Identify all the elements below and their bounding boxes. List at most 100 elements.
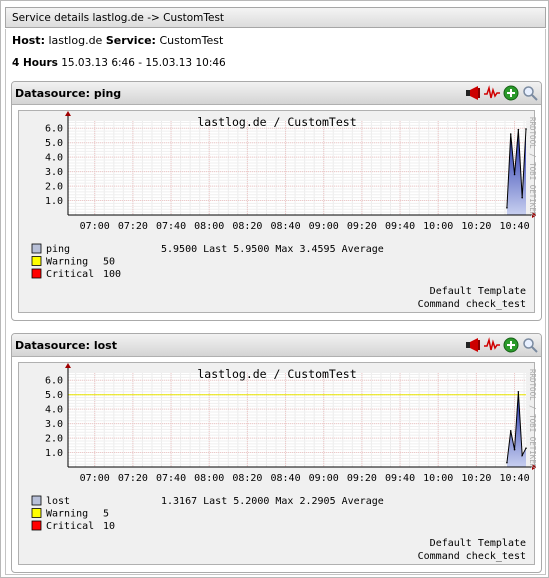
x-tick-label: 07:40	[156, 473, 186, 484]
y-axis-arrow	[65, 363, 71, 368]
x-tick-label: 10:00	[423, 221, 453, 232]
datasource-name: lost	[93, 339, 117, 352]
graph-footer-template: Default Template	[430, 286, 526, 297]
rrd-graph[interactable]: 07:00 07:20 07:40 08:00 08:20 08:40 09:00 09:20…	[18, 362, 536, 565]
legend-values: 50	[103, 257, 115, 268]
y-tick-label: 1.0	[45, 448, 63, 459]
time-range-line: 4 Hours 15.03.13 6:46 - 15.03.13 10:46	[12, 57, 226, 69]
x-tick-label: 10:20	[461, 221, 491, 232]
series-line	[506, 391, 527, 463]
y-tick-label: 5.0	[45, 390, 63, 401]
zoom-in-icon[interactable]	[503, 85, 519, 101]
panel-header: Datasource: lost	[12, 334, 541, 357]
rrd-graph[interactable]: 07:00 07:20 07:40 08:00 08:20 08:40 09:00 09:20…	[18, 110, 536, 313]
legend-swatch	[31, 256, 42, 266]
y-tick-label: 5.0	[45, 138, 63, 149]
legend-swatch	[31, 520, 42, 531]
panel-icons	[465, 85, 538, 101]
panel-header: Datasource: ping	[12, 82, 541, 105]
legend-name: ping	[46, 244, 70, 255]
y-tick-label: 2.0	[45, 182, 63, 193]
y-tick-label: 6.0	[45, 376, 63, 387]
panel-icons	[465, 337, 538, 353]
x-tick-label: 10:00	[423, 473, 453, 484]
graph-title: lastlog.de / CustomTest	[197, 367, 356, 381]
x-tick-label: 09:40	[385, 221, 415, 232]
x-tick-label: 09:20	[347, 221, 377, 232]
graph-icon[interactable]	[484, 337, 500, 353]
legend-swatch	[31, 495, 42, 506]
data-point	[513, 173, 516, 176]
y-tick-label: 1.0	[45, 196, 63, 207]
x-tick-label: 09:00	[309, 473, 339, 484]
datasource-name: ping	[93, 87, 122, 100]
x-tick-label: 09:00	[309, 221, 339, 232]
host-label: Host:	[12, 34, 45, 47]
data-point	[509, 133, 512, 135]
x-tick-label: 07:00	[80, 473, 110, 484]
x-tick-label: 07:00	[80, 221, 110, 232]
rrdtool-credit: RRDTOOL / TOBI OETIKER	[528, 369, 536, 469]
y-tick-label: 4.0	[45, 153, 63, 164]
search-icon[interactable]	[522, 337, 538, 353]
legend-name: lost	[46, 496, 70, 507]
x-tick-label: 09:20	[347, 473, 377, 484]
host-value: lastlog.de	[48, 34, 103, 47]
graph-icon[interactable]	[484, 85, 500, 101]
content-area: Host: lastlog.de Service: CustomTest 4 H…	[5, 29, 546, 575]
y-axis-arrow	[65, 111, 71, 116]
x-axis-arrow	[532, 212, 536, 218]
search-icon[interactable]	[522, 85, 538, 101]
host-line: Host: lastlog.de Service: CustomTest	[12, 34, 223, 47]
graph-svg: 07:00 07:20 07:40 08:00 08:20 08:40 09:00 09:20…	[31, 111, 536, 310]
data-point	[517, 128, 520, 131]
data-point	[525, 128, 527, 130]
datasource-panel-lost: Datasource: lost 07:00 07:20 07:40 08:00 08:…	[11, 333, 542, 573]
graph-footer-command: Command check_test	[418, 299, 526, 310]
x-tick-label: 08:40	[270, 221, 300, 232]
data-point	[525, 447, 527, 449]
x-tick-label: 10:20	[461, 473, 491, 484]
legend-name: Warning	[46, 509, 88, 520]
range-span: 15.03.13 6:46 - 15.03.13 10:46	[61, 57, 226, 69]
series-area	[506, 391, 526, 467]
zoom-in-icon[interactable]	[503, 337, 519, 353]
legend-name: Warning	[46, 257, 88, 268]
service-value: CustomTest	[159, 34, 224, 47]
legend-values: 10	[103, 521, 115, 532]
y-tick-label: 3.0	[45, 167, 63, 178]
graph-footer-command: Command check_test	[418, 551, 526, 562]
x-tick-label: 07:40	[156, 221, 186, 232]
data-point	[509, 430, 512, 432]
range-label: 4 Hours	[12, 57, 58, 69]
graph-svg: 07:00 07:20 07:40 08:00 08:20 08:40 09:00 09:20…	[31, 363, 536, 562]
legend-values: 100	[103, 269, 121, 280]
series-area	[506, 128, 526, 215]
x-axis-arrow	[532, 464, 536, 470]
data-point	[521, 196, 523, 199]
legend-name: Critical	[46, 521, 94, 532]
y-tick-label: 2.0	[45, 434, 63, 445]
data-point	[506, 461, 508, 464]
x-tick-label: 10:40	[499, 221, 529, 232]
y-tick-label: 4.0	[45, 405, 63, 416]
alarm-icon[interactable]	[465, 85, 481, 101]
y-tick-label: 6.0	[45, 124, 63, 135]
legend-swatch	[31, 268, 42, 279]
x-tick-label: 08:00	[194, 473, 224, 484]
datasource-panel-ping: Datasource: ping 07:00 07:20 07:40 08:00 08:…	[11, 81, 542, 321]
y-tick-label: 3.0	[45, 419, 63, 430]
legend-values: 1.3167 Last 5.2000 Max 2.2905 Average	[161, 496, 384, 507]
graph-footer-template: Default Template	[430, 538, 526, 549]
x-tick-label: 07:20	[118, 221, 148, 232]
x-tick-label: 08:40	[270, 473, 300, 484]
legend-swatch	[31, 243, 42, 254]
alarm-icon[interactable]	[465, 337, 481, 353]
legend-swatch	[31, 508, 42, 518]
data-point	[513, 448, 516, 451]
x-tick-label: 09:40	[385, 473, 415, 484]
window-title: Service details lastlog.de -> CustomTest	[5, 7, 546, 28]
x-tick-label: 08:20	[232, 221, 262, 232]
rrdtool-credit: RRDTOOL / TOBI OETIKER	[528, 117, 536, 217]
